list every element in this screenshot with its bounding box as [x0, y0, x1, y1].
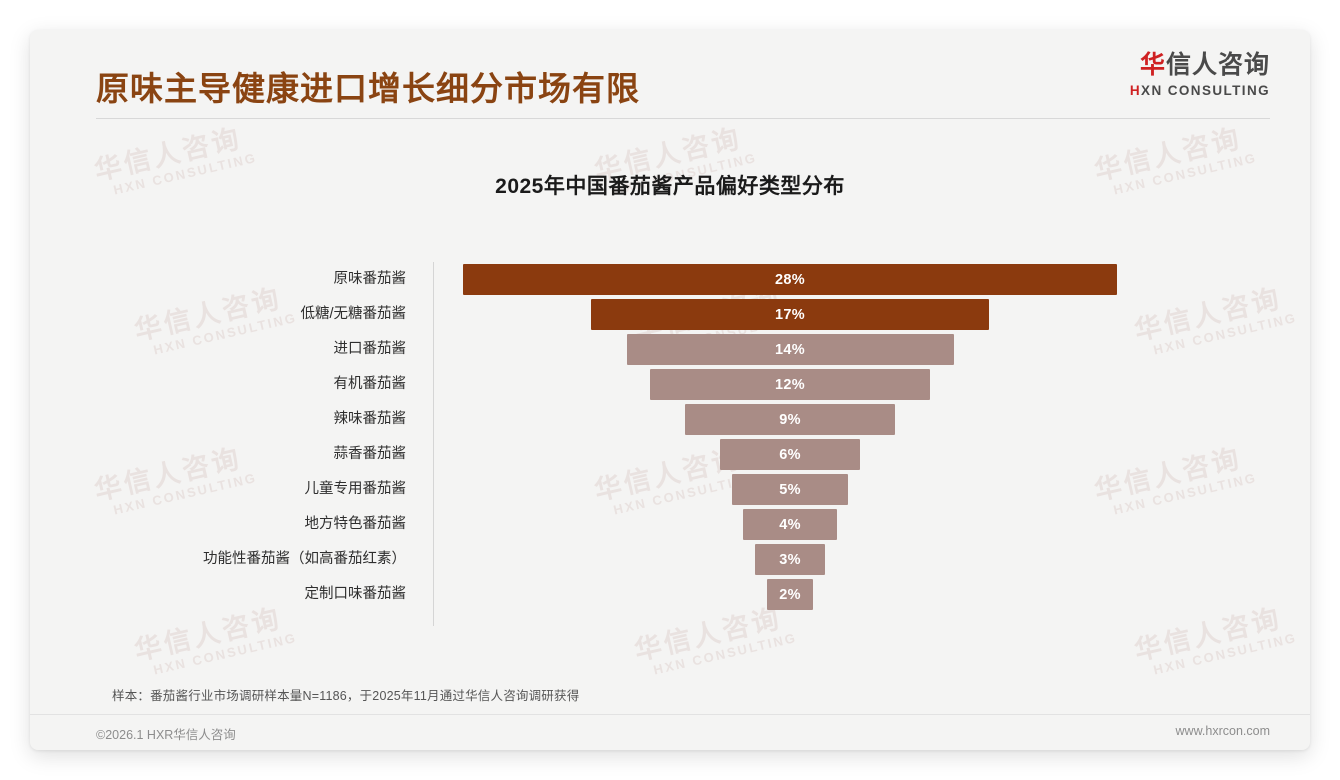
slide-card: 华信人咨询 HXN CONSULTING 华信人咨询 HXN CONSULTING 华信…	[30, 30, 1310, 750]
chart-row: 原味番茄酱 28%	[30, 262, 1310, 297]
chart-row: 功能性番茄酱（如高番茄红素） 3%	[30, 542, 1310, 577]
chart-row: 定制口味番茄酱 2%	[30, 577, 1310, 612]
category-label: 进口番茄酱	[333, 341, 407, 357]
bar-track: 5%	[434, 472, 1310, 507]
bar-value-label: 2%	[779, 586, 801, 603]
funnel-chart: 原味番茄酱 28% 低糖/无糖番茄酱 17% 进口番茄酱 14% 有机番茄酱 12% 辣味番茄酱…	[30, 262, 1310, 626]
bar-value-label: 4%	[779, 516, 801, 533]
category-label: 儿童专用番茄酱	[304, 481, 407, 497]
bar-track: 6%	[434, 437, 1310, 472]
chart-axis-line	[433, 262, 434, 626]
chart-row: 进口番茄酱 14%	[30, 332, 1310, 367]
logo-english-accent: H	[1129, 82, 1142, 98]
bar-track: 3%	[434, 542, 1310, 577]
bar-value-label: 17%	[775, 306, 805, 323]
bar-track: 2%	[434, 577, 1310, 612]
bar[interactable]: 3%	[754, 544, 826, 575]
bar[interactable]: 28%	[463, 264, 1117, 295]
bar-track: 12%	[434, 367, 1310, 402]
chart-row: 地方特色番茄酱 4%	[30, 507, 1310, 542]
copyright-text: ©2026.1 HXR华信人咨询	[96, 728, 236, 742]
bar[interactable]: 14%	[626, 334, 954, 365]
logo-chinese-accent: 华	[1139, 51, 1166, 79]
bar-value-label: 14%	[775, 341, 805, 358]
logo-english: HXN CONSULTING	[1130, 83, 1270, 98]
sample-note: 样本：番茄酱行业市场调研样本量N=1186，于2025年11月通过华信人咨询调研…	[112, 689, 580, 703]
logo-chinese-rest: 信人咨询	[1165, 51, 1270, 79]
category-label: 功能性番茄酱（如高番茄红素）	[203, 551, 406, 567]
bar[interactable]: 2%	[766, 579, 814, 610]
chart-row: 辣味番茄酱 9%	[30, 402, 1310, 437]
chart-row: 低糖/无糖番茄酱 17%	[30, 297, 1310, 332]
slide-footer: ©2026.1 HXR华信人咨询 www.hxrcon.com	[30, 714, 1310, 750]
company-logo: 华信人咨询 HXN CONSULTING	[1130, 51, 1270, 98]
chart-row: 有机番茄酱 12%	[30, 367, 1310, 402]
bar[interactable]: 6%	[719, 439, 861, 470]
bar[interactable]: 17%	[591, 299, 989, 330]
bar-track: 4%	[434, 507, 1310, 542]
chart-row: 儿童专用番茄酱 5%	[30, 472, 1310, 507]
chart-rows: 原味番茄酱 28% 低糖/无糖番茄酱 17% 进口番茄酱 14% 有机番茄酱 12% 辣味番茄酱…	[30, 262, 1310, 612]
page-title: 原味主导健康进口增长细分市场有限	[96, 70, 640, 107]
category-label: 定制口味番茄酱	[304, 586, 407, 602]
bar-value-label: 28%	[775, 271, 805, 288]
chart-title: 2025年中国番茄酱产品偏好类型分布	[495, 175, 845, 198]
bar-value-label: 3%	[779, 551, 801, 568]
category-label: 有机番茄酱	[333, 376, 407, 392]
bar[interactable]: 12%	[649, 369, 931, 400]
bar[interactable]: 9%	[684, 404, 896, 435]
logo-english-rest: XN CONSULTING	[1141, 82, 1270, 98]
header-divider	[96, 118, 1270, 119]
footer-divider	[30, 714, 1310, 715]
category-label: 辣味番茄酱	[333, 411, 407, 427]
logo-chinese: 华信人咨询	[1130, 51, 1270, 80]
bar-value-label: 9%	[779, 411, 801, 428]
chart-row: 蒜香番茄酱 6%	[30, 437, 1310, 472]
bar-track: 9%	[434, 402, 1310, 437]
bar-track: 17%	[434, 297, 1310, 332]
slide-header: 原味主导健康进口增长细分市场有限 华信人咨询 HXN CONSULTING	[30, 30, 1310, 126]
bar-track: 28%	[434, 262, 1310, 297]
website-link[interactable]: www.hxrcon.com	[1175, 724, 1270, 738]
bar-value-label: 6%	[779, 446, 801, 463]
bar-track: 14%	[434, 332, 1310, 367]
bar[interactable]: 5%	[731, 474, 849, 505]
category-label: 地方特色番茄酱	[304, 516, 407, 532]
bar-value-label: 12%	[775, 376, 805, 393]
chart-area: 2025年中国番茄酱产品偏好类型分布 原味番茄酱 28% 低糖/无糖番茄酱 17% 进口…	[30, 126, 1310, 666]
bar[interactable]: 4%	[743, 509, 837, 540]
category-label: 低糖/无糖番茄酱	[300, 306, 406, 322]
bar-value-label: 5%	[779, 481, 801, 498]
category-label: 蒜香番茄酱	[333, 446, 407, 462]
category-label: 原味番茄酱	[333, 271, 407, 287]
